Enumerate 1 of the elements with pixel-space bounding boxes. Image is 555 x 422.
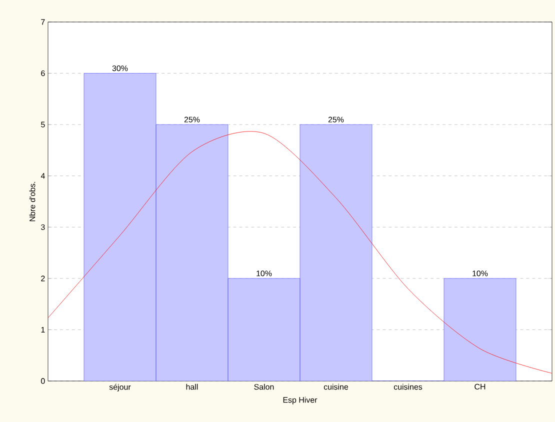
bar: [444, 278, 516, 381]
